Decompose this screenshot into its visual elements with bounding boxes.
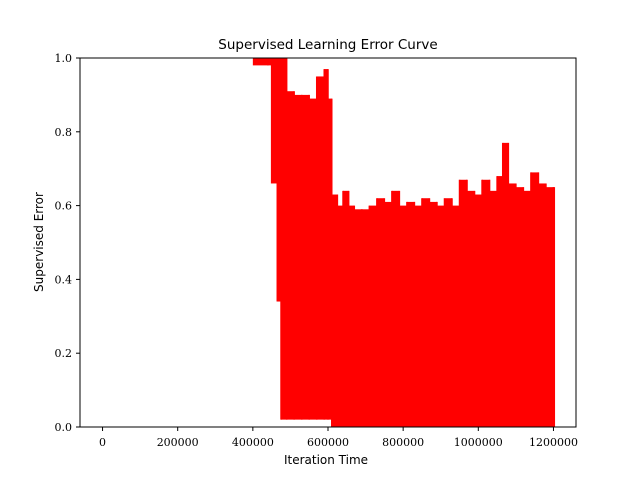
axis-ticks: 0 200000 400000 600000 800000 1000000 1200000 0… bbox=[55, 52, 578, 449]
series-0-band-segment bbox=[324, 69, 328, 420]
series-0-band-segment bbox=[414, 205, 422, 427]
x-tick-label: 1000000 bbox=[454, 436, 503, 449]
series-0-band-segment bbox=[538, 183, 546, 427]
plot-area bbox=[252, 58, 556, 427]
series-0-band-segment bbox=[497, 176, 503, 427]
series-0-band-segment bbox=[421, 198, 430, 427]
series-0-band-segment bbox=[459, 179, 468, 427]
series-0-band-segment bbox=[406, 201, 415, 427]
series-0-band-segment bbox=[391, 190, 400, 427]
series-0-band-segment bbox=[399, 205, 407, 427]
series-0-band-segment bbox=[474, 194, 483, 427]
series-0-band-segment bbox=[354, 209, 362, 427]
series-0-band-segment bbox=[267, 58, 272, 66]
series-0-band-segment bbox=[328, 98, 332, 420]
series-0-band-segment bbox=[361, 209, 370, 427]
series-0-band-segment bbox=[271, 58, 278, 184]
series-0-band-segment bbox=[489, 190, 498, 427]
y-tick-label: 0.2 bbox=[55, 347, 73, 360]
series-0-band-segment bbox=[530, 172, 539, 427]
series-0-band-segment bbox=[337, 205, 344, 427]
series-0-band-segment bbox=[316, 76, 325, 420]
x-tick-label: 400000 bbox=[232, 436, 274, 449]
series-0-band-segment bbox=[436, 205, 445, 427]
series-0-band-segment bbox=[515, 187, 524, 427]
series-0-band-segment bbox=[444, 198, 452, 427]
series-0-band-segment bbox=[369, 205, 377, 427]
series-0-band-segment bbox=[553, 187, 556, 427]
y-tick-label: 1.0 bbox=[55, 52, 73, 65]
series-0-band-segment bbox=[301, 94, 310, 420]
x-tick-label: 0 bbox=[99, 436, 106, 449]
x-tick-label: 1200000 bbox=[529, 436, 578, 449]
series-0-band-segment bbox=[286, 91, 295, 420]
series-0-band-segment bbox=[294, 94, 302, 420]
series-0-band-segment bbox=[281, 58, 287, 420]
series-0-band-segment bbox=[309, 98, 317, 420]
y-tick-label: 0.8 bbox=[55, 126, 73, 139]
x-tick-label: 800000 bbox=[382, 436, 424, 449]
series-0-band-segment bbox=[452, 205, 460, 427]
series-0-band-segment bbox=[502, 142, 509, 427]
x-tick-label: 200000 bbox=[157, 436, 199, 449]
series-0-band-segment bbox=[343, 190, 349, 427]
series-0-band-segment bbox=[277, 58, 282, 302]
chart-title: Supervised Learning Error Curve bbox=[218, 37, 437, 53]
series-0-band-segment bbox=[508, 183, 516, 427]
x-tick-label: 600000 bbox=[307, 436, 349, 449]
series-0-band-segment bbox=[545, 187, 554, 427]
y-tick-label: 0.6 bbox=[55, 200, 73, 213]
series-0-band-segment bbox=[331, 194, 338, 427]
x-axis-label: Iteration Time bbox=[284, 453, 368, 467]
series-0-band-segment bbox=[376, 198, 385, 427]
series-0-band-segment bbox=[348, 205, 355, 427]
series-0-band-segment bbox=[482, 179, 490, 427]
y-tick-label: 0.0 bbox=[55, 421, 73, 434]
series-0-band-segment bbox=[523, 190, 531, 427]
series-0-band-segment bbox=[429, 201, 437, 427]
y-tick-label: 0.4 bbox=[55, 273, 73, 286]
y-axis-label: Supervised Error bbox=[32, 192, 46, 292]
series-0-band-segment bbox=[384, 201, 392, 427]
series-0-band-segment bbox=[467, 190, 475, 427]
series-0-band-segment bbox=[252, 58, 268, 66]
